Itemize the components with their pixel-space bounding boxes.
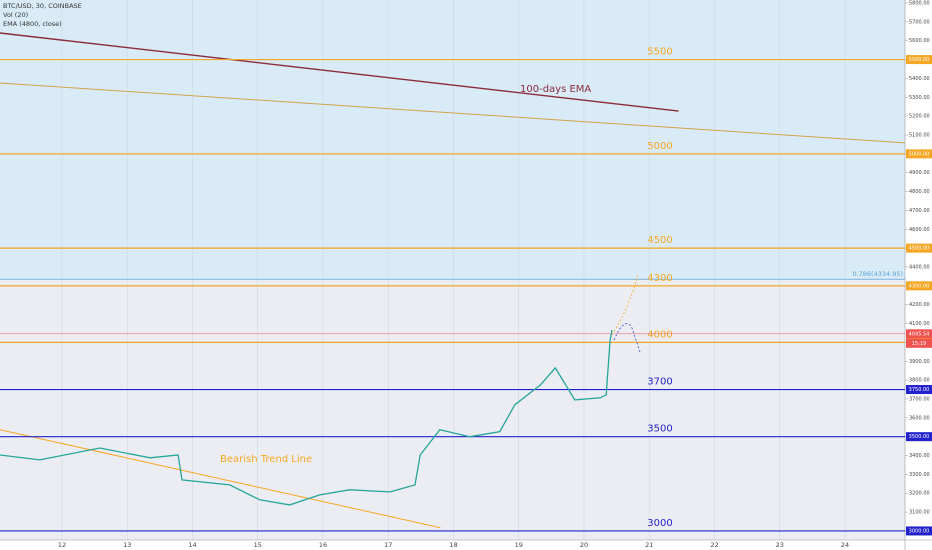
price-tag-label: 3750.00 (909, 387, 930, 393)
level-label: 3000 (647, 518, 672, 529)
price-tag (906, 55, 932, 65)
time-strip (0, 540, 932, 550)
price-tag (906, 243, 932, 253)
background-lower (0, 279, 905, 540)
price-line (0, 329, 613, 506)
x-tick-label: 24 (841, 541, 849, 549)
y-tick-label: 4200.00 (909, 302, 930, 308)
price-tag-label: 3000.00 (909, 528, 930, 534)
background-upper (0, 0, 905, 280)
annotation: Bearish Trend Line (220, 454, 312, 465)
price-tag-label: 3500.00 (909, 434, 930, 440)
level-label: 4300 (647, 273, 672, 284)
level-label: 5500 (647, 47, 672, 58)
price-tag (906, 526, 932, 536)
price-tag-label: 5000.00 (909, 151, 930, 157)
time-tag (906, 338, 932, 348)
price-tag-label: 4300.00 (909, 283, 930, 289)
y-tick-label: 4400.00 (909, 264, 930, 270)
chart-title: BTC/USD, 30, COINBASE (3, 2, 82, 10)
trend-line (0, 429, 441, 529)
level-label: 5000 (647, 141, 672, 152)
y-tick-label: 5200.00 (909, 114, 930, 120)
y-tick-label: 3300.00 (909, 472, 930, 478)
price-tag-label: 4500.00 (909, 246, 930, 252)
x-tick-label: 22 (710, 541, 718, 549)
y-tick-label: 5700.00 (909, 19, 930, 25)
y-tick-label: 3100.00 (909, 510, 930, 516)
indicator-label: EMA (4800, close) (3, 20, 62, 28)
price-tag (906, 281, 932, 291)
y-tick-label: 4700.00 (909, 208, 930, 214)
x-tick-label: 19 (515, 541, 523, 549)
y-tick-label: 4100.00 (909, 321, 930, 327)
y-tick-label: 5400.00 (909, 76, 930, 82)
x-tick-label: 20 (580, 541, 588, 549)
x-tick-label: 21 (645, 541, 653, 549)
last-price-tag (906, 329, 932, 339)
x-tick-label: 17 (384, 541, 392, 549)
indicator-label: Vol (20) (3, 11, 28, 19)
x-tick-label: 12 (58, 541, 66, 549)
y-tick-label: 3400.00 (909, 453, 930, 459)
y-tick-label: 3700.00 (909, 396, 930, 402)
price-tag (906, 432, 932, 442)
x-tick-label: 15 (254, 541, 262, 549)
y-tick-label: 3200.00 (909, 491, 930, 497)
y-tick-label: 3800.00 (909, 378, 930, 384)
y-tick-label: 3600.00 (909, 415, 930, 421)
level-label: 3500 (647, 424, 672, 435)
y-tick-label: 5600.00 (909, 38, 930, 44)
x-tick-label: 14 (188, 541, 196, 549)
y-tick-label: 3900.00 (909, 359, 930, 365)
y-tick-label: 4600.00 (909, 227, 930, 233)
trend-line (0, 32, 679, 112)
y-tick-label: 4800.00 (909, 189, 930, 195)
y-tick-label: 5100.00 (909, 133, 930, 139)
level-label: 3700 (647, 377, 672, 388)
last-price-label: 4045.54 (909, 331, 930, 337)
x-tick-label: 18 (449, 541, 457, 549)
y-tick-label: 5800.00 (909, 1, 930, 7)
fib-label: 0.786(4334.95) (852, 270, 903, 278)
y-tick-label: 5300.00 (909, 95, 930, 101)
projection-arrow (613, 323, 641, 353)
trend-line (0, 82, 906, 144)
price-tag (906, 385, 932, 395)
level-label: 4500 (647, 235, 672, 246)
x-tick-label: 13 (123, 541, 131, 549)
axis-strip (905, 0, 932, 550)
projection-arrow (611, 274, 639, 336)
level-label: 4000 (647, 329, 672, 340)
x-tick-label: 16 (319, 541, 327, 549)
price-tag (906, 149, 932, 159)
price-tag-label: 5500.00 (909, 57, 930, 63)
x-tick-label: 23 (776, 541, 784, 549)
time-tag-label: 15:19 (912, 341, 926, 347)
annotation: 100-days EMA (520, 84, 591, 95)
y-tick-label: 4900.00 (909, 170, 930, 176)
